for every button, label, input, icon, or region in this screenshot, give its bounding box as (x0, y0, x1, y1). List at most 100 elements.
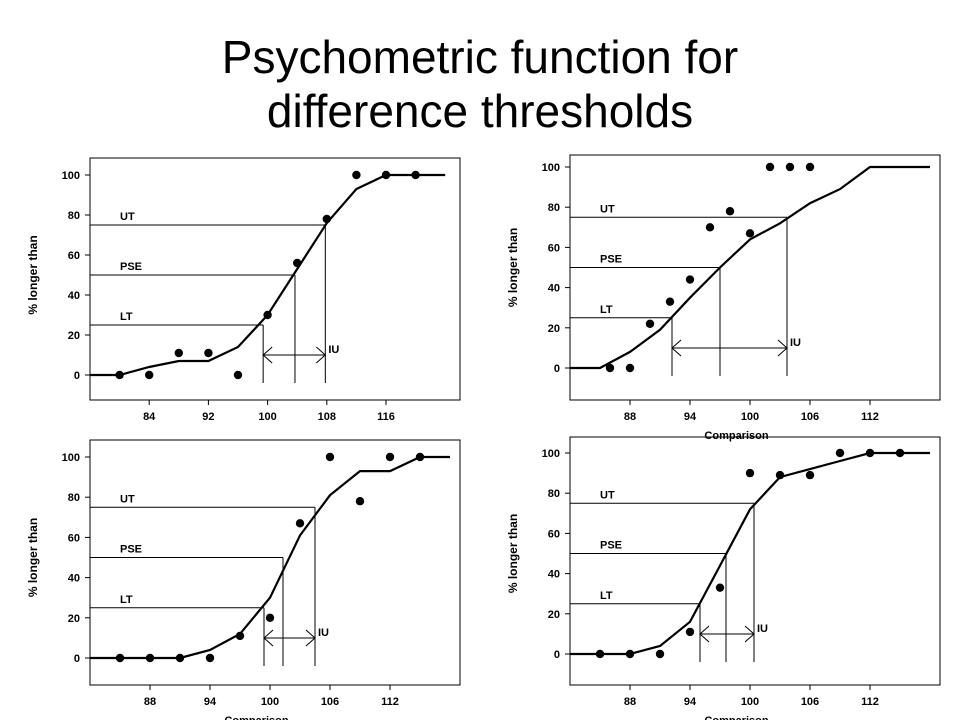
y-tick-label: 40 (548, 283, 560, 295)
data-point (263, 310, 272, 320)
data-point (295, 519, 305, 528)
y-tick-label: 40 (68, 290, 80, 302)
x-tick-label: 106 (801, 696, 819, 708)
x-tick-label: 112 (861, 696, 879, 708)
y-tick-label: 40 (68, 573, 80, 585)
data-point (235, 631, 245, 641)
data-point (145, 370, 154, 380)
y-tick-label: 80 (548, 202, 560, 214)
x-tick-label: 88 (624, 696, 636, 708)
interval-label: IU (757, 623, 768, 635)
data-point (385, 452, 395, 462)
data-point (655, 649, 665, 659)
data-point (293, 258, 302, 268)
threshold-label-ut: UT (600, 203, 615, 215)
data-point (381, 170, 391, 180)
interval-arrow-right-head (305, 629, 316, 647)
data-point (205, 653, 215, 663)
data-point (625, 649, 635, 659)
y-tick-label: 100 (62, 452, 80, 464)
interval-label: IU (790, 337, 801, 349)
data-point (625, 363, 635, 373)
interval-arrow-right-head (777, 339, 788, 357)
threshold-label-pse: PSE (120, 544, 142, 556)
x-tick-label: 108 (318, 411, 336, 423)
data-point (325, 452, 335, 462)
data-point (715, 583, 725, 592)
data-point (645, 319, 655, 328)
data-point (785, 162, 795, 172)
data-point (352, 170, 361, 180)
data-point (895, 448, 905, 458)
data-point (685, 275, 695, 284)
data-point (115, 370, 124, 380)
x-tick-label: 106 (321, 696, 339, 708)
threshold-label-lt: LT (120, 594, 133, 606)
x-axis-title: Comparison (704, 430, 768, 442)
chart-panel-top-left: 0 20 40 60 80 100 84 92 100 108 116 % longer than UT… (26, 157, 461, 423)
x-tick-label: 100 (741, 411, 759, 423)
y-axis-title: % longer than (26, 518, 40, 597)
data-point (725, 207, 735, 216)
x-tick-label: 94 (204, 696, 217, 708)
y-axis-title: % longer than (506, 514, 520, 593)
threshold-label-ut: UT (120, 211, 135, 223)
title-line-1: Psychometric function for (221, 31, 739, 83)
data-point (775, 470, 785, 480)
threshold-label-ut: UT (120, 493, 135, 505)
y-axis-title: % longer than (506, 228, 520, 307)
data-point (685, 627, 695, 637)
interval-arrow-left-head (262, 346, 273, 364)
title-line-2: difference thresholds (266, 85, 694, 137)
chart-panel-bottom-right: 0 20 40 60 80 100 88 94 100 106 112 % longer than Co… (506, 436, 941, 720)
data-point (765, 162, 775, 172)
plot-frame (89, 157, 461, 401)
y-tick-label: 80 (68, 210, 80, 222)
data-point (411, 170, 420, 180)
data-point (265, 613, 275, 622)
y-tick-label: 0 (554, 363, 560, 375)
x-tick-label: 94 (684, 696, 697, 708)
data-point (415, 452, 425, 462)
x-tick-label: 92 (202, 411, 214, 423)
y-tick-label: 20 (68, 330, 80, 342)
x-tick-label: 100 (258, 411, 276, 423)
plot-frame (89, 439, 461, 686)
x-tick-label: 84 (143, 411, 156, 423)
y-tick-label: 100 (542, 162, 560, 174)
y-tick-label: 0 (554, 649, 560, 661)
data-point (145, 653, 155, 663)
data-point (805, 162, 815, 172)
x-tick-label: 112 (381, 696, 399, 708)
data-point (174, 348, 183, 358)
data-point (805, 470, 815, 480)
data-point (605, 363, 615, 373)
threshold-label-pse: PSE (600, 540, 622, 552)
data-point (115, 653, 125, 663)
data-point (233, 370, 243, 380)
y-tick-label: 20 (548, 323, 560, 335)
y-tick-label: 60 (68, 532, 80, 544)
plot-frame (569, 154, 941, 401)
data-point (745, 468, 755, 478)
interval-arrow-left-head (699, 625, 710, 643)
data-point (595, 649, 605, 659)
y-tick-label: 0 (74, 370, 80, 382)
data-point (665, 297, 675, 306)
interval-arrow-right-head (744, 625, 755, 643)
x-tick-label: 94 (684, 411, 697, 423)
y-tick-label: 20 (68, 613, 80, 625)
chart-panel-top-right: 0 20 40 60 80 100 88 94 100 106 112 % longer than Co… (506, 154, 941, 442)
threshold-label-lt: LT (120, 311, 133, 323)
data-point (745, 229, 755, 238)
data-point (355, 497, 365, 506)
x-tick-label: 88 (144, 696, 156, 708)
x-tick-label: 100 (741, 696, 759, 708)
threshold-label-ut: UT (600, 489, 615, 501)
y-tick-label: 60 (548, 242, 560, 254)
threshold-label-lt: LT (600, 304, 613, 316)
data-point (204, 348, 213, 358)
y-tick-label: 40 (548, 569, 560, 581)
x-axis-title: Comparison (224, 715, 288, 720)
x-tick-label: 112 (861, 411, 879, 423)
